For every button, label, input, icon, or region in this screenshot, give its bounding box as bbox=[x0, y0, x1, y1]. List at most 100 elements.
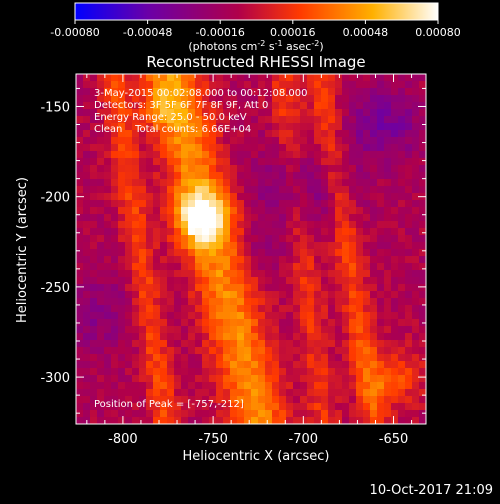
colorbar-tick-label: -0.00016 bbox=[195, 26, 244, 39]
heatmap-cell bbox=[293, 326, 301, 334]
heatmap-cell bbox=[139, 74, 147, 82]
heatmap-cell bbox=[300, 396, 308, 404]
heatmap-cell bbox=[300, 284, 308, 292]
heatmap-cell bbox=[125, 144, 133, 152]
heatmap-cell bbox=[146, 333, 154, 341]
heatmap-cell bbox=[160, 228, 168, 236]
heatmap-cell bbox=[244, 284, 252, 292]
heatmap-cell bbox=[370, 256, 378, 264]
heatmap-cell bbox=[300, 312, 308, 320]
heatmap-cell bbox=[244, 375, 252, 383]
heatmap-cell bbox=[321, 95, 329, 103]
heatmap-cell bbox=[377, 207, 385, 215]
heatmap-cell bbox=[286, 270, 294, 278]
heatmap-cell bbox=[202, 95, 210, 103]
heatmap-cell bbox=[118, 319, 126, 327]
heatmap-cell bbox=[132, 333, 140, 341]
heatmap-cell bbox=[335, 270, 343, 278]
heatmap-cell bbox=[237, 130, 245, 138]
heatmap-cell bbox=[314, 375, 322, 383]
heatmap-cell bbox=[188, 242, 196, 250]
heatmap-cell bbox=[370, 116, 378, 124]
heatmap-cell bbox=[125, 88, 133, 96]
heatmap-cell bbox=[90, 144, 98, 152]
heatmap-cell bbox=[125, 81, 133, 89]
heatmap-cell bbox=[258, 214, 266, 222]
heatmap-cell bbox=[118, 116, 126, 124]
heatmap-cell bbox=[377, 417, 385, 425]
heatmap-cell bbox=[90, 179, 98, 187]
heatmap-cell bbox=[405, 123, 413, 131]
heatmap-cell bbox=[125, 305, 133, 313]
heatmap-cell bbox=[286, 403, 294, 411]
heatmap-cell bbox=[167, 284, 175, 292]
heatmap-cell bbox=[125, 130, 133, 138]
heatmap-cell bbox=[321, 165, 329, 173]
heatmap-cell bbox=[349, 256, 357, 264]
heatmap-cell bbox=[405, 214, 413, 222]
heatmap-cell bbox=[405, 235, 413, 243]
heatmap-cell bbox=[188, 179, 196, 187]
heatmap-cell bbox=[265, 144, 273, 152]
heatmap-cell bbox=[349, 228, 357, 236]
heatmap-cell bbox=[111, 382, 119, 390]
heatmap-cell bbox=[118, 361, 126, 369]
heatmap-cell bbox=[188, 235, 196, 243]
heatmap-cell bbox=[363, 214, 371, 222]
heatmap-cell bbox=[272, 375, 280, 383]
heatmap-cell bbox=[272, 165, 280, 173]
heatmap-cell bbox=[104, 102, 112, 110]
heatmap-cell bbox=[188, 116, 196, 124]
heatmap-cell bbox=[244, 305, 252, 313]
heatmap-cell bbox=[230, 277, 238, 285]
heatmap-cell bbox=[412, 186, 420, 194]
heatmap-cell bbox=[258, 179, 266, 187]
heatmap-cell bbox=[293, 347, 301, 355]
heatmap-cell bbox=[104, 249, 112, 257]
heatmap-cell bbox=[258, 333, 266, 341]
heatmap-cell bbox=[363, 326, 371, 334]
heatmap-cell bbox=[244, 270, 252, 278]
heatmap-cell bbox=[97, 228, 105, 236]
heatmap-cell bbox=[286, 158, 294, 166]
heatmap-cell bbox=[342, 263, 350, 271]
heatmap-cell bbox=[321, 326, 329, 334]
heatmap-cell bbox=[384, 242, 392, 250]
heatmap-cell bbox=[83, 396, 91, 404]
heatmap-cell bbox=[97, 319, 105, 327]
heatmap-cell bbox=[405, 298, 413, 306]
heatmap-cell bbox=[174, 144, 182, 152]
heatmap-cell bbox=[349, 368, 357, 376]
heatmap-cell bbox=[104, 81, 112, 89]
heatmap-cell bbox=[118, 263, 126, 271]
heatmap-cell bbox=[202, 193, 210, 201]
heatmap-cell bbox=[153, 319, 161, 327]
heatmap-cell bbox=[391, 256, 399, 264]
heatmap-cell bbox=[251, 333, 259, 341]
heatmap-cell bbox=[174, 277, 182, 285]
heatmap-cell bbox=[167, 200, 175, 208]
heatmap-cell bbox=[146, 263, 154, 271]
heatmap-cell bbox=[132, 186, 140, 194]
heatmap-cell bbox=[230, 81, 238, 89]
heatmap-cell bbox=[216, 410, 224, 418]
heatmap-cell bbox=[132, 382, 140, 390]
heatmap-cell bbox=[293, 81, 301, 89]
heatmap-cell bbox=[174, 298, 182, 306]
heatmap-cell bbox=[370, 389, 378, 397]
heatmap-cell bbox=[125, 186, 133, 194]
heatmap-cell bbox=[153, 235, 161, 243]
heatmap-cell bbox=[356, 207, 364, 215]
heatmap-cell bbox=[258, 256, 266, 264]
heatmap-cell bbox=[307, 137, 315, 145]
heatmap-cell bbox=[209, 242, 217, 250]
heatmap-cell bbox=[146, 403, 154, 411]
heatmap-cell bbox=[153, 375, 161, 383]
heatmap-cell bbox=[286, 137, 294, 145]
heatmap-cell bbox=[405, 333, 413, 341]
heatmap-cell bbox=[328, 88, 336, 96]
heatmap-cell bbox=[160, 144, 168, 152]
heatmap-cell bbox=[104, 179, 112, 187]
heatmap-cell bbox=[265, 158, 273, 166]
heatmap-cell bbox=[125, 172, 133, 180]
